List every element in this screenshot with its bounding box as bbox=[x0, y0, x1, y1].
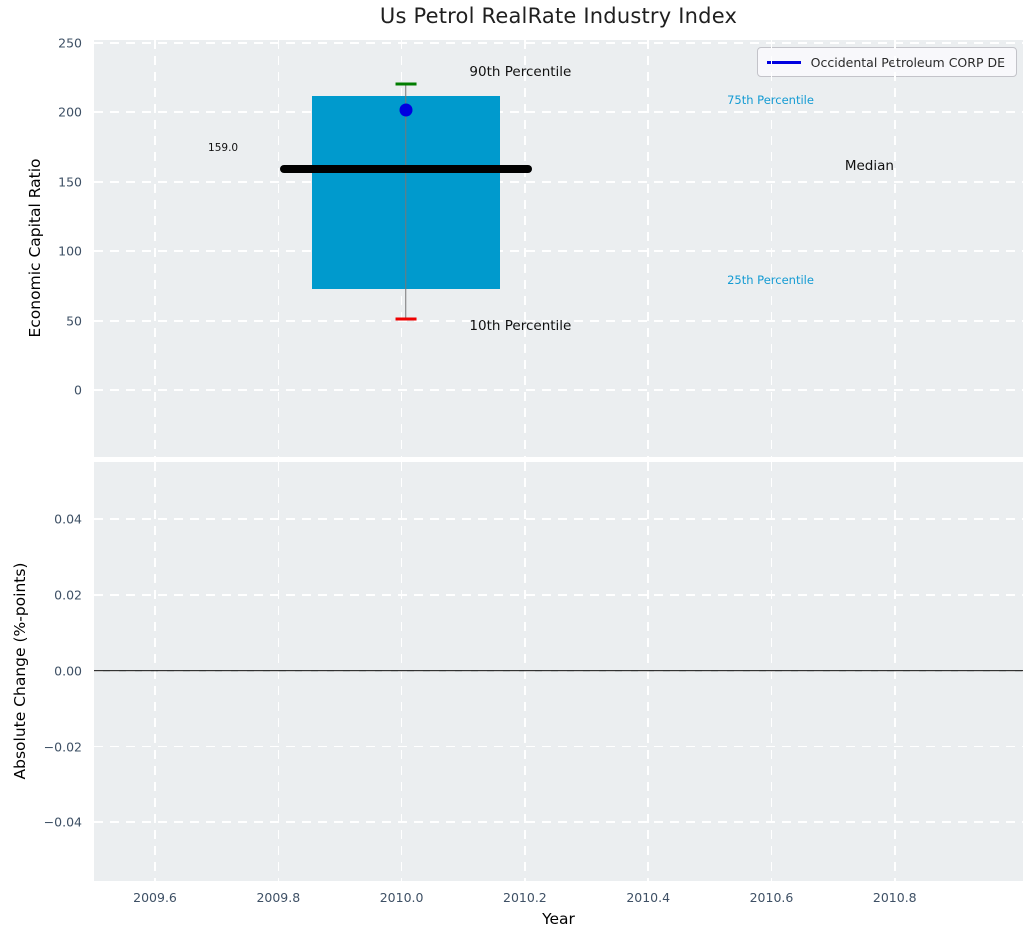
annotation-75th-percentile: 75th Percentile bbox=[727, 92, 814, 107]
legend-label: Occidental Petroleum CORP DE bbox=[810, 54, 1005, 70]
percentile-whisker bbox=[405, 84, 407, 320]
entity-value-dot bbox=[399, 103, 413, 116]
gridline-x-2010.6 bbox=[770, 40, 773, 457]
median-line bbox=[279, 165, 533, 174]
y-tick-label: 50 bbox=[66, 313, 82, 329]
axes-industry-index bbox=[94, 40, 1023, 457]
gridline-y-0 bbox=[94, 389, 1023, 392]
gridline-y-0.04 bbox=[94, 518, 1023, 520]
y-tick-label: 0.04 bbox=[54, 511, 82, 527]
y-tick-label: −0.02 bbox=[43, 739, 82, 754]
x-tick-label: 2009.6 bbox=[133, 890, 177, 905]
annotation-10th-percentile: 10th Percentile bbox=[469, 318, 572, 335]
x-axis-label-year: Year bbox=[542, 910, 575, 928]
y-tick-label: 0.00 bbox=[54, 663, 82, 679]
x-tick-label: 2010.0 bbox=[379, 890, 424, 905]
y-tick-label: 100 bbox=[58, 243, 82, 259]
chart-title: Us Petrol RealRate Industry Index bbox=[379, 4, 738, 28]
y-tick-label: 0 bbox=[74, 382, 82, 398]
gridline-y-200 bbox=[94, 111, 1023, 114]
annotation-25th-percentile: 25th Percentile bbox=[727, 273, 814, 288]
gridline-x-2010.8 bbox=[893, 40, 896, 457]
p90-cap bbox=[395, 82, 417, 86]
y-tick-label: 0.02 bbox=[54, 587, 82, 603]
legend-line-icon bbox=[766, 60, 801, 64]
y-tick-label: 150 bbox=[58, 174, 82, 190]
x-tick-label: 2009.8 bbox=[256, 890, 301, 905]
gridline-y-150 bbox=[94, 180, 1023, 183]
y-tick-label: −0.04 bbox=[43, 814, 82, 830]
x-tick-label: 2010.4 bbox=[626, 890, 671, 905]
zero-change-line bbox=[94, 669, 1023, 672]
y-tick-label: 250 bbox=[58, 35, 82, 51]
gridline-x-2010.2 bbox=[524, 40, 526, 457]
gridline-y-0.02 bbox=[94, 594, 1023, 596]
x-tick-label: 2010.6 bbox=[749, 890, 794, 905]
gridline-y-−0.04 bbox=[94, 821, 1023, 824]
x-tick-label: 2010.2 bbox=[503, 890, 547, 905]
x-tick-label: 2010.8 bbox=[872, 890, 917, 905]
y-tick-label: 200 bbox=[58, 104, 82, 120]
gridline-y-100 bbox=[94, 250, 1023, 253]
gridline-x-2009.8 bbox=[277, 40, 280, 457]
legend: Occidental Petroleum CORP DE bbox=[756, 47, 1017, 77]
gridline-x-2009.6 bbox=[154, 40, 156, 457]
annotation-median: Median bbox=[844, 158, 894, 175]
annotation-90th-percentile: 90th Percentile bbox=[469, 63, 572, 80]
gridline-y-50 bbox=[94, 319, 1023, 322]
gridline-y-−0.02 bbox=[94, 745, 1023, 748]
gridline-x-2010.4 bbox=[647, 40, 649, 457]
gridline-y-250 bbox=[94, 41, 1023, 44]
annotation-159-0: 159.0 bbox=[208, 142, 239, 155]
p10-cap bbox=[395, 317, 417, 321]
